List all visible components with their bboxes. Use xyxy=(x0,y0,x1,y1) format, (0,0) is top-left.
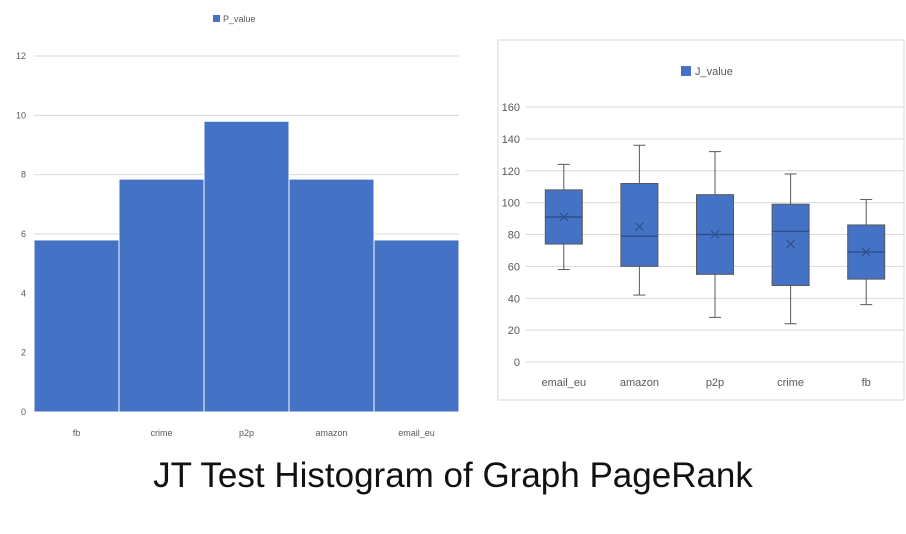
legend-swatch xyxy=(681,66,691,76)
box-y-tick-label: 60 xyxy=(508,261,520,273)
box-y-tick-label: 100 xyxy=(502,198,520,210)
bar-y-tick-label: 4 xyxy=(21,288,26,298)
mean-marker xyxy=(861,247,871,257)
box-y-tick-labels: 0 20 40 60 80 100 120 140 160 xyxy=(502,102,520,369)
box-iqr xyxy=(620,183,659,267)
histogram-bar xyxy=(373,239,460,413)
box-y-tick-label: 160 xyxy=(502,102,520,114)
bar-x-tick-label: p2p xyxy=(239,428,254,438)
box-chart-border xyxy=(497,39,905,401)
box-x-tick-label: amazon xyxy=(620,377,659,389)
box-y-tick-label: 80 xyxy=(508,230,520,242)
bar-x-tick-label: fb xyxy=(73,428,81,438)
bar-legend: P_value xyxy=(213,14,256,24)
legend-label: P_value xyxy=(223,14,256,24)
mean-marker xyxy=(559,212,569,222)
bar-y-tick-label: 6 xyxy=(21,229,26,239)
bar-y-tick-label: 2 xyxy=(21,348,26,358)
bar-x-tick-label: amazon xyxy=(315,428,347,438)
bar-x-tick-label: email_eu xyxy=(398,428,435,438)
mean-marker xyxy=(634,222,644,231)
box-y-tick-label: 20 xyxy=(508,325,520,337)
histogram-bar xyxy=(203,120,290,413)
bar-y-tick-label: 0 xyxy=(21,407,26,417)
legend-swatch xyxy=(213,15,220,22)
box-x-tick-labels: email_eu amazon p2p crime fb xyxy=(541,377,870,389)
mean-marker xyxy=(786,239,796,249)
box-x-tick-label: p2p xyxy=(706,377,724,389)
box-chart-frame xyxy=(497,39,905,401)
box-y-tick-label: 0 xyxy=(514,357,520,369)
bar-x-tick-label: crime xyxy=(151,428,173,438)
box-legend: J_value xyxy=(681,66,733,78)
legend-label: J_value xyxy=(695,66,733,78)
box-x-tick-label: email_eu xyxy=(541,377,586,389)
histogram-bar xyxy=(288,178,375,413)
box-y-tick-label: 140 xyxy=(502,134,520,146)
bar-bars xyxy=(33,120,460,413)
bar-y-tick-label: 8 xyxy=(21,170,26,180)
mean-marker xyxy=(710,230,720,239)
box-x-tick-label: fb xyxy=(862,377,871,389)
bar-y-tick-labels: 0 2 4 6 8 10 12 xyxy=(16,51,26,417)
histogram-bar xyxy=(118,178,205,413)
bar-x-tick-labels: fb crime p2p amazon email_eu xyxy=(73,428,435,438)
box-plots xyxy=(544,144,886,325)
bar-y-tick-label: 10 xyxy=(16,110,26,120)
box-chart: 0 20 40 60 80 100 120 140 160 email_eu amazon p2p c… xyxy=(497,39,905,401)
box-y-tick-label: 120 xyxy=(502,166,520,178)
histogram-bar xyxy=(33,239,120,413)
figure-caption: JT Test Histogram of Graph PageRank xyxy=(153,456,753,495)
box-y-tick-label: 40 xyxy=(508,293,520,305)
bar-chart: 0 2 4 6 8 10 12 fb crime p2p amazon email_eu P_val… xyxy=(16,14,460,438)
box-x-tick-label: crime xyxy=(777,377,804,389)
bar-y-tick-label: 12 xyxy=(16,51,26,61)
